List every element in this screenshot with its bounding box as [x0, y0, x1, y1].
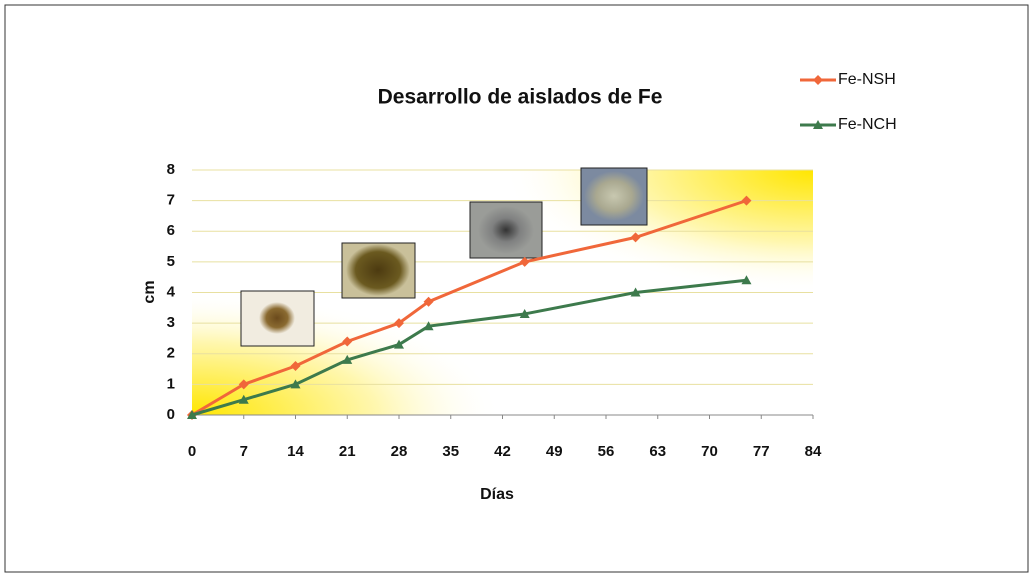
y-tick-label: 8 [167, 161, 175, 178]
x-tick-label: 56 [598, 443, 615, 460]
chart-title: Desarrollo de aislados de Fe [378, 86, 663, 109]
x-tick-label: 35 [442, 443, 459, 460]
x-tick-label: 7 [240, 443, 248, 460]
x-tick-label: 49 [546, 443, 563, 460]
y-tick-label: 0 [167, 406, 175, 423]
x-tick-label: 63 [649, 443, 666, 460]
marker [813, 75, 823, 85]
y-tick-label: 6 [167, 222, 175, 239]
y-tick-label: 2 [167, 345, 175, 362]
x-tick-label: 14 [287, 443, 304, 460]
x-axis-label: Días [480, 486, 514, 503]
y-tick-label: 7 [167, 192, 175, 209]
y-axis-label: cm [141, 280, 158, 303]
y-tick-label: 5 [167, 253, 175, 270]
x-tick-label: 0 [188, 443, 196, 460]
legend-label: Fe-NCH [838, 116, 897, 133]
x-tick-label: 70 [701, 443, 718, 460]
x-tick-label: 28 [391, 443, 408, 460]
x-tick-label: 84 [805, 443, 822, 460]
y-tick-label: 3 [167, 314, 175, 331]
y-tick-label: 1 [167, 375, 175, 392]
x-tick-label: 21 [339, 443, 356, 460]
x-tick-label: 77 [753, 443, 770, 460]
legend-label: Fe-NSH [838, 71, 896, 88]
chart: Desarrollo de aislados de Fe Días cm 0 1 2… [0, 0, 1035, 578]
x-tick-label: 42 [494, 443, 511, 460]
y-tick-label: 4 [167, 283, 176, 300]
